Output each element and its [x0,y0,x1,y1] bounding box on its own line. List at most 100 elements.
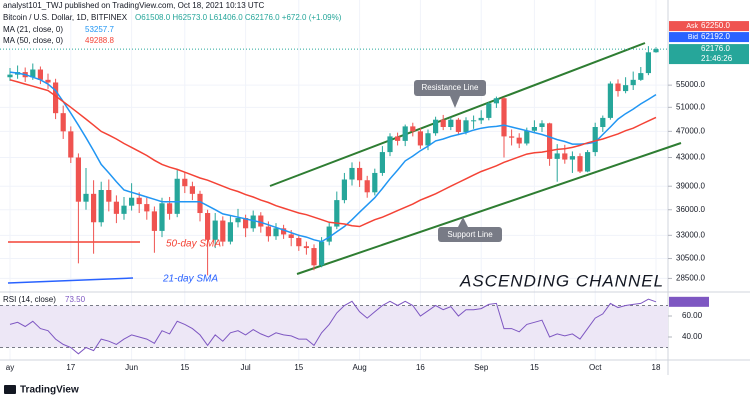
candle-body [68,131,74,158]
candle-body [493,98,499,104]
candle-body [227,222,233,242]
candle-body [592,127,598,153]
x-tick-label: 15 [180,363,189,372]
candle-body [98,190,104,223]
candle-body [433,119,439,134]
ohlc: O61508.0 H62573.0 L61406.0 C62176.0 +672… [135,13,342,22]
annotation-arrow [450,96,460,108]
candle-body [174,178,180,214]
candle-body [417,131,423,146]
annotation-arrow [458,217,468,227]
rsi-line [9,298,657,355]
candle-body [182,178,188,187]
marks: 55000.0 51000.0 47000.0 43000.0 39000.0 36000… [0,21,749,372]
candle-body [243,218,249,229]
candle-body [410,126,416,132]
candle-body [53,82,59,114]
x-tick-label: 17 [66,363,75,372]
y-tick-label: 30500.0 [676,254,705,263]
bid-badge [669,32,749,43]
y-tick-label: 43000.0 [676,153,705,162]
candle-body [341,179,347,201]
candle-body [83,193,89,202]
candle-body [212,220,218,240]
rsi-band [0,305,668,348]
candle-body [653,49,659,53]
y-tick-label: 33000.0 [676,230,705,239]
rsi-title: RSI (14, close) [3,295,56,304]
candle-body [303,246,309,249]
candle-body [326,226,332,242]
candle-body [349,167,355,180]
legend-entry: MA (50, close, 0) [3,36,63,45]
candle-body [395,136,401,141]
candle-body [273,228,279,237]
candle-body [129,197,135,206]
rsi-tick-label: 60.00 [682,311,703,320]
candle-body [478,117,484,121]
candle-body [440,119,446,128]
x-tick-label: Jun [125,363,138,372]
annotation-box [414,80,486,96]
candle-body [37,69,43,80]
candle-body [357,167,363,181]
y-tick-label: 36000.0 [676,205,705,214]
candle-body [311,248,317,266]
candle-body [159,203,165,231]
candle-body [235,218,241,223]
last-price-label: 62176.0 [701,44,730,53]
candle-body [547,123,553,159]
candle-body [425,133,431,146]
annotation: Resistance Line [422,83,479,92]
y-tick-label: 39000.0 [676,181,705,190]
candle-body [106,190,112,202]
candle-body [455,119,461,132]
ask-label: 62250.0 [701,21,730,30]
x-tick-label: 15 [530,363,539,372]
channel-lower [296,142,682,275]
candle-body [113,201,119,214]
candle-body [265,226,271,237]
candle-body [630,79,636,86]
candle-body [645,52,651,74]
annotation: ASCENDING CHANNEL [459,271,664,290]
candle-body [501,98,507,137]
publisher: analyst101_TWJ published on TradingView.… [3,1,265,10]
candle-body [585,152,591,172]
candle-body [463,120,469,132]
candle-body [379,152,385,173]
channel-upper [269,42,646,187]
ask-badge [669,21,749,32]
x-tick-label: Oct [589,363,602,372]
candle-body [607,83,613,118]
candle-body [189,186,195,194]
x-tick-label: 16 [416,363,425,372]
last-price-badge [669,44,749,65]
countdown: 21:46:26 [701,54,733,63]
candle-body [471,120,477,122]
annotation: 21-day SMA [162,274,218,285]
candle-body [250,215,256,229]
candle-body [91,193,97,223]
y-tick-label: 55000.0 [676,80,705,89]
candle-body [75,157,81,202]
chart-title: Bitcoin / U.S. Dollar, 1D, BITFINEX [3,13,128,22]
y-tick-label: 47000.0 [676,126,705,135]
candle-body [167,203,173,214]
candle-body [136,197,142,205]
candle-body [569,156,575,160]
candle-body [372,172,378,193]
legend-entry: MA (21, close, 0) [3,25,63,34]
candle-body [144,204,150,212]
y-tick-label: 28500.0 [676,274,705,283]
x-tick-label: Aug [352,363,366,372]
candle-body [197,193,203,214]
candle-body [258,215,264,227]
candle-body [524,130,530,144]
candle-body [30,69,36,78]
candle-body [45,79,51,83]
candle-body [121,205,127,214]
candle-body [7,74,13,78]
legend-value: 53257.7 [85,25,114,34]
